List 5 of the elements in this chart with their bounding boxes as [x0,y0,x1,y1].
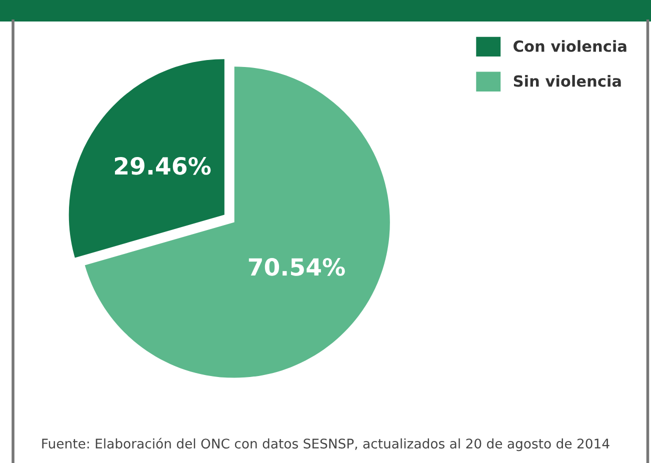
legend-label: Con violencia [514,40,626,52]
data-label: 70.54% [248,258,345,276]
data-label: 29.46% [114,156,211,175]
legend-label: Sin violencia [514,75,621,87]
source-note: Fuente: Elaboración del ONC con datos SESNSP, actualizados al 20 de agosto de 2014 [42,438,610,452]
